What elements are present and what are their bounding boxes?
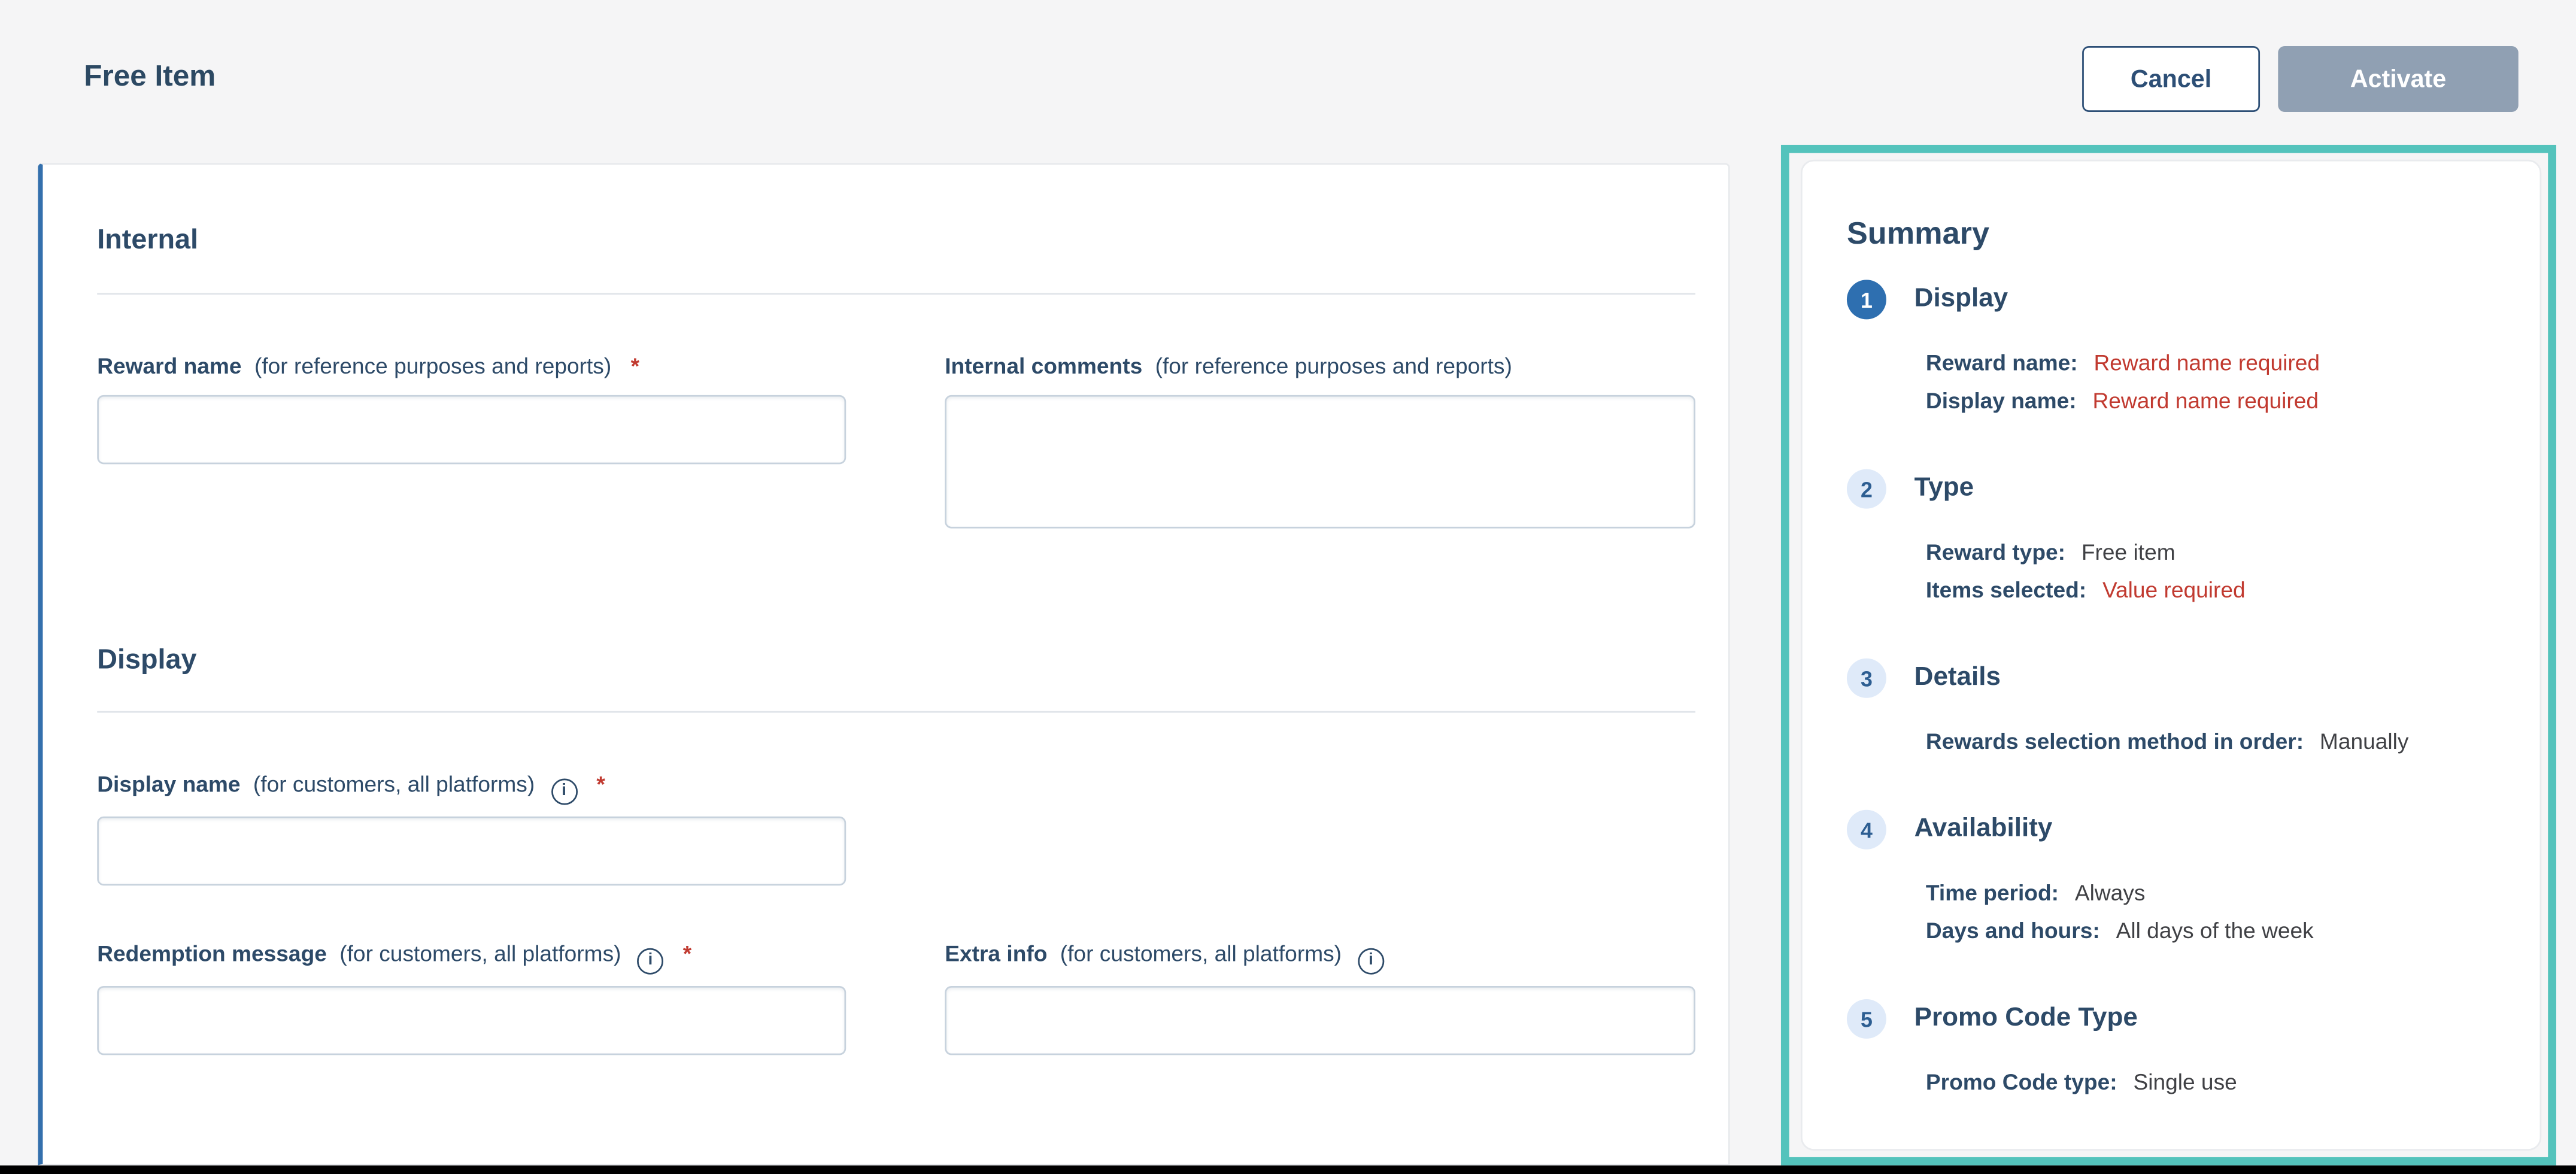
- section-divider: [97, 293, 1695, 295]
- reward-name-input[interactable]: [97, 395, 846, 465]
- step-number-badge: 4: [1846, 809, 1886, 850]
- extra-info-label-note: (for customers, all platforms): [1060, 941, 1342, 966]
- reward-name-label-text: Reward name: [97, 354, 242, 379]
- step-title: Display: [1914, 284, 2008, 313]
- activate-button[interactable]: Activate: [2278, 45, 2519, 112]
- required-asterisk: *: [682, 941, 692, 966]
- section-title-internal: Internal: [97, 223, 199, 256]
- detail-value: Reward name required: [2092, 388, 2319, 414]
- step-title: Details: [1914, 663, 2001, 691]
- reward-form-card: Internal Reward name (for reference purp…: [38, 163, 1730, 1166]
- section-divider: [97, 711, 1695, 713]
- summary-detail-row: Rewards selection method in order: Manua…: [1926, 723, 2501, 760]
- step-title: Promo Code Type: [1914, 1004, 2138, 1032]
- step-number-badge: 1: [1846, 280, 1886, 320]
- required-asterisk: *: [630, 354, 640, 379]
- display-name-input[interactable]: [97, 816, 846, 886]
- redemption-message-label-note: (for customers, all platforms): [339, 941, 621, 966]
- display-name-label: Display name (for customers, all platfor…: [97, 770, 605, 805]
- step-number-badge: 2: [1846, 469, 1886, 509]
- step-number-badge: 5: [1846, 999, 1886, 1039]
- extra-info-label-text: Extra info: [945, 941, 1048, 966]
- display-name-label-note: (for customers, all platforms): [253, 772, 535, 797]
- reward-name-label: Reward name (for reference purposes and …: [97, 352, 639, 380]
- detail-label: Reward type:: [1925, 539, 2066, 565]
- summary-detail-row: Time period: Always: [1926, 874, 2501, 912]
- internal-comments-label-text: Internal comments: [945, 354, 1143, 379]
- extra-info-label: Extra info (for customers, all platforms…: [945, 940, 1384, 974]
- detail-label: Items selected:: [1925, 578, 2087, 603]
- detail-label: Time period:: [1925, 880, 2059, 906]
- info-icon[interactable]: [551, 778, 578, 805]
- summary-step-details: 3 Details Rewards selection method in or…: [1846, 658, 2501, 760]
- internal-comments-textarea[interactable]: [945, 395, 1695, 529]
- summary-step-type: 2 Type Reward type: Free item Items sele…: [1846, 469, 2501, 609]
- summary-detail-row: Reward name: Reward name required: [1926, 344, 2501, 382]
- step-title: Availability: [1914, 815, 2053, 843]
- summary-step-availability: 4 Availability Time period: Always Days …: [1846, 809, 2501, 950]
- bottom-bar: [0, 1165, 2576, 1174]
- detail-value: Free item: [2081, 539, 2176, 565]
- detail-value: Reward name required: [2093, 350, 2320, 375]
- redemption-message-label-text: Redemption message: [97, 941, 327, 966]
- summary-detail-row: Items selected: Value required: [1926, 571, 2501, 609]
- detail-value: Value required: [2102, 578, 2246, 603]
- required-asterisk: *: [596, 772, 605, 797]
- summary-step-promo-code-type: 5 Promo Code Type Promo Code type: Singl…: [1846, 999, 2501, 1101]
- detail-value: All days of the week: [2116, 918, 2314, 944]
- summary-step-display: 1 Display Reward name: Reward name requi…: [1846, 280, 2501, 420]
- summary-detail-row: Promo Code type: Single use: [1926, 1063, 2501, 1101]
- cancel-button[interactable]: Cancel: [2082, 45, 2261, 112]
- summary-highlight-border: [1780, 144, 2556, 1166]
- extra-info-input[interactable]: [945, 985, 1695, 1055]
- summary-title: Summary: [1846, 217, 1990, 252]
- detail-label: Rewards selection method in order:: [1925, 729, 2304, 754]
- page-title: Free Item: [84, 59, 216, 92]
- summary-detail-row: Days and hours: All days of the week: [1926, 912, 2501, 949]
- detail-value: Always: [2074, 880, 2146, 906]
- redemption-message-label: Redemption message (for customers, all p…: [97, 940, 692, 974]
- detail-value: Manually: [2319, 729, 2409, 754]
- summary-panel: Summary 1 Display Reward name: Reward na…: [1800, 159, 2542, 1151]
- detail-value: Single use: [2133, 1070, 2237, 1095]
- summary-detail-row: Reward type: Free item: [1926, 533, 2501, 571]
- internal-comments-label-note: (for reference purposes and reports): [1155, 354, 1512, 379]
- display-name-label-text: Display name: [97, 772, 241, 797]
- step-number-badge: 3: [1846, 658, 1886, 698]
- step-title: Type: [1914, 474, 1974, 502]
- section-title-display: Display: [97, 644, 197, 675]
- detail-label: Days and hours:: [1925, 918, 2100, 944]
- detail-label: Promo Code type:: [1925, 1070, 2117, 1095]
- detail-label: Display name:: [1925, 388, 2077, 414]
- internal-comments-label: Internal comments (for reference purpose…: [945, 352, 1512, 380]
- summary-detail-row: Display name: Reward name required: [1926, 382, 2501, 420]
- redemption-message-input[interactable]: [97, 985, 846, 1055]
- info-icon[interactable]: [637, 947, 664, 974]
- detail-label: Reward name:: [1925, 350, 2078, 375]
- info-icon[interactable]: [1357, 947, 1384, 974]
- reward-name-label-note: (for reference purposes and reports): [254, 354, 612, 379]
